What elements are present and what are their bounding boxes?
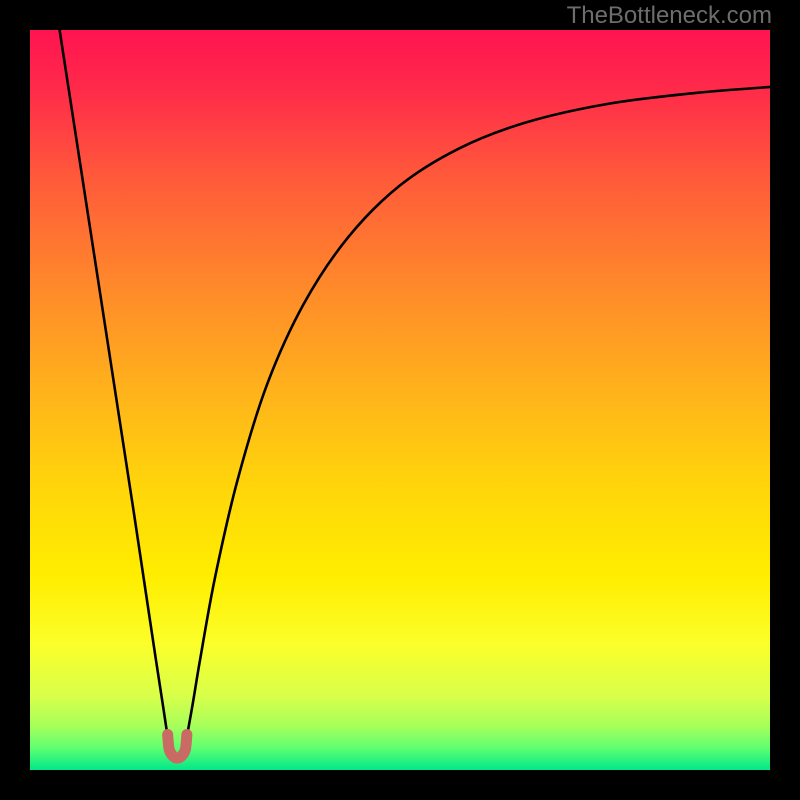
chart-frame: TheBottleneck.com: [0, 0, 800, 800]
plot-gradient-background: [30, 30, 770, 770]
bottleneck-curve-chart: [0, 0, 800, 800]
watermark-text: TheBottleneck.com: [567, 2, 772, 30]
